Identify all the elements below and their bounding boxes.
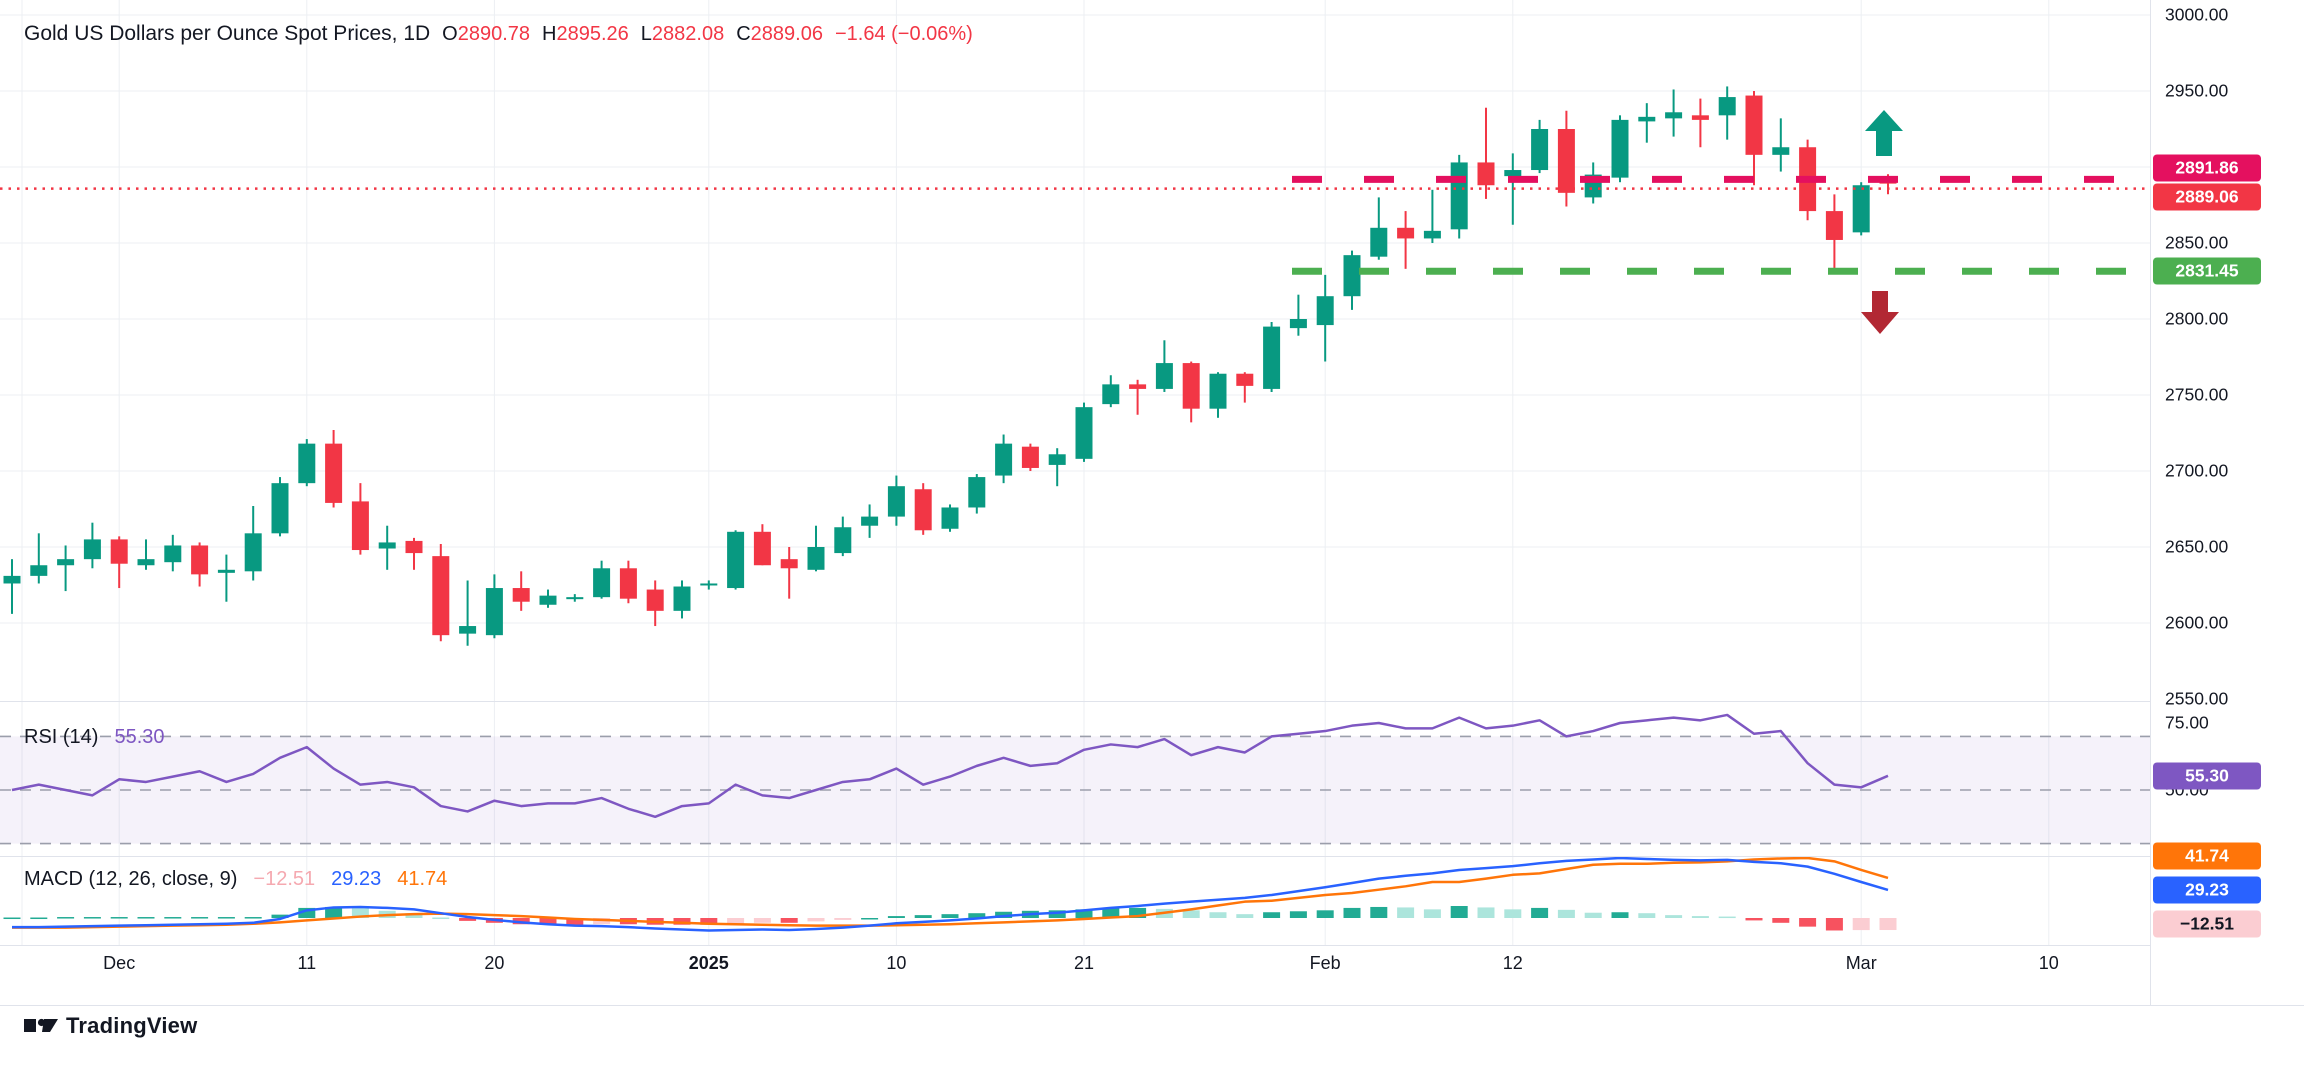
macd-signal-line xyxy=(12,856,1889,929)
time-label: Feb xyxy=(1309,953,1341,973)
time-label: Dec xyxy=(103,953,136,973)
time-label: 2025 xyxy=(688,953,729,973)
price-badge: 2831.45 xyxy=(2153,257,2261,285)
chart-plot-area[interactable] xyxy=(0,0,2150,1005)
macd-badge: −12.51 xyxy=(2153,910,2261,938)
time-label: Mar xyxy=(1845,953,1877,973)
candlestick-series xyxy=(3,86,1897,646)
price-tick: 2800.00 xyxy=(2165,308,2229,329)
rsi-line xyxy=(11,713,1889,819)
macd-badge: 29.23 xyxy=(2153,876,2261,904)
tradingview-logo-icon xyxy=(24,1018,58,1032)
time-label: 12 xyxy=(1502,953,1523,973)
rsi-badge: 55.30 xyxy=(2153,762,2261,790)
time-label: 10 xyxy=(2038,953,2059,973)
time-axis[interactable]: Dec 11 20 2025 10 21 Feb 12 Mar 10 xyxy=(0,945,2150,1005)
price-tick: 2850.00 xyxy=(2165,232,2229,253)
price-tick: 2650.00 xyxy=(2165,536,2229,557)
price-tick: 2550.00 xyxy=(2165,688,2229,709)
price-tick: 2950.00 xyxy=(2165,80,2229,101)
price-tick: 2600.00 xyxy=(2165,612,2229,633)
panel-divider-rsi-macd[interactable] xyxy=(0,856,2304,857)
rsi-zone xyxy=(0,735,2150,845)
price-tick: 3000.00 xyxy=(2165,4,2229,25)
price-axis[interactable]: 3000.00 2950.00 2850.00 2800.00 2750.00 2700.… xyxy=(2150,0,2304,1005)
panel-divider-macd-timeaxis xyxy=(0,945,2304,946)
up-arrow-annotation xyxy=(1865,110,1903,156)
price-tick: 2700.00 xyxy=(2165,460,2229,481)
macd-line xyxy=(12,856,1889,932)
price-badge: 2889.06 xyxy=(2153,183,2261,211)
price-level-lines xyxy=(0,175,2150,275)
down-arrow-annotation xyxy=(1861,291,1899,334)
macd-histogram xyxy=(3,906,1897,931)
tradingview-logo[interactable]: TradingView xyxy=(24,1012,197,1040)
panel-divider-price-rsi[interactable] xyxy=(0,701,2304,702)
rsi-tick: 75.00 xyxy=(2165,712,2209,733)
time-label: 20 xyxy=(484,953,505,973)
chart-bottom-border xyxy=(0,1005,2304,1006)
price-badge: 2891.86 xyxy=(2153,154,2261,182)
vertical-gridlines xyxy=(21,0,2050,945)
time-label: 11 xyxy=(297,953,317,973)
macd-badge: 41.74 xyxy=(2153,842,2261,870)
price-tick: 2750.00 xyxy=(2165,384,2229,405)
price-gridlines xyxy=(0,14,2150,624)
tradingview-logo-text: TradingView xyxy=(66,1013,198,1038)
time-label: 10 xyxy=(886,953,907,973)
time-label: 21 xyxy=(1073,953,1095,973)
